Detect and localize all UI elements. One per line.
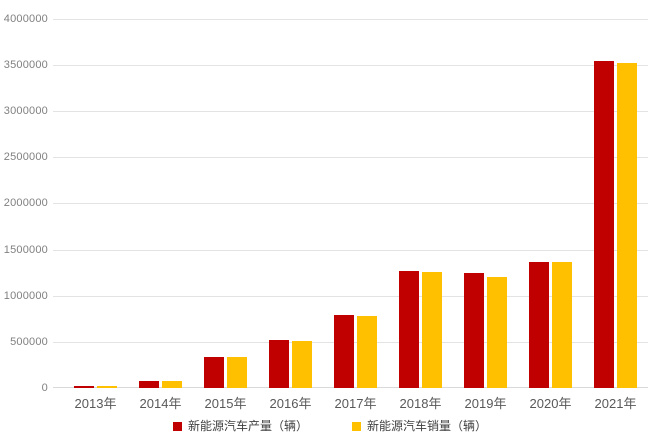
- bar-production-2016: [269, 340, 289, 388]
- x-tick-label-2019: 2019年: [464, 396, 507, 411]
- y-tick-label-0: 0: [41, 382, 48, 394]
- bar-sales-2013: [97, 386, 117, 388]
- x-axis: 2013年 2014年 2015年 2016年 2017年 2018年 2019年 2020年…: [63, 393, 648, 412]
- bar-group-2019: [453, 19, 518, 388]
- bar-sales-2014: [162, 381, 182, 388]
- x-tick-label-2016: 2016年: [269, 396, 312, 411]
- legend-marker-sales-icon: [352, 421, 361, 431]
- gridline-1500000: [53, 250, 648, 251]
- gridline-2000000: [53, 203, 648, 204]
- legend-marker-production-icon: [172, 421, 182, 431]
- y-tick-label-2500000: 2500000: [3, 151, 48, 163]
- gridline-2500000: [53, 157, 648, 158]
- x-tick-label-2017: 2017年: [334, 396, 377, 411]
- bar-group-2014: [128, 19, 193, 388]
- bar-sales-2018: [422, 272, 442, 388]
- bar-group-2021: [583, 19, 648, 388]
- bar-sales-2015: [227, 357, 247, 388]
- y-tick-label-500000: 500000: [10, 336, 48, 348]
- bar-sales-2017: [357, 316, 377, 388]
- y-tick-label-1500000: 1500000: [3, 244, 48, 256]
- legend-label-production: 新能源汽车产量（辆）: [187, 419, 308, 433]
- gridline-1000000: [53, 296, 648, 297]
- y-tick-label-3500000: 3500000: [3, 59, 48, 71]
- bar-group-2016: [258, 19, 323, 388]
- bar-group-2017: [323, 19, 388, 388]
- x-tick-label-2015: 2015年: [204, 396, 247, 411]
- plot-area: [53, 19, 648, 388]
- legend-item-production: 新能源汽车产量（辆）: [172, 418, 308, 434]
- y-tick-label-3000000: 3000000: [3, 105, 48, 117]
- y-tick-label-1000000: 1000000: [3, 290, 48, 302]
- gridline-4000000: [53, 19, 648, 20]
- bar-group-2015: [193, 19, 258, 388]
- bar-production-2015: [204, 357, 224, 388]
- x-tick-label-2021: 2021年: [594, 396, 637, 411]
- bar-group-2018: [388, 19, 453, 388]
- bar-sales-2020: [552, 262, 572, 388]
- bar-production-2013: [74, 386, 94, 388]
- bar-production-2019: [464, 273, 484, 388]
- bar-groups: [63, 19, 648, 388]
- bar-sales-2019: [487, 277, 507, 388]
- x-tick-label-2018: 2018年: [399, 396, 442, 411]
- gridline-3500000: [53, 65, 648, 66]
- bar-sales-2016: [292, 341, 312, 388]
- bar-production-2018: [399, 271, 419, 388]
- bar-sales-2021: [617, 63, 637, 388]
- gridline-3000000: [53, 111, 648, 112]
- bar-production-2017: [334, 315, 354, 388]
- bar-production-2014: [139, 381, 159, 388]
- y-axis: 0 500000 1000000 1500000 2000000 2500000 30000…: [0, 0, 48, 446]
- y-tick-label-4000000: 4000000: [3, 13, 48, 25]
- bar-group-2013: [63, 19, 128, 388]
- y-tick-label-2000000: 2000000: [3, 197, 48, 209]
- x-tick-label-2013: 2013年: [74, 396, 117, 411]
- bar-production-2020: [529, 262, 549, 388]
- x-tick-label-2014: 2014年: [139, 396, 182, 411]
- legend-item-sales: 新能源汽车销量（辆）: [352, 418, 487, 434]
- x-tick-label-2020: 2020年: [529, 396, 572, 411]
- bar-production-2021: [594, 61, 614, 388]
- legend: 新能源汽车产量（辆） 新能源汽车销量（辆）: [0, 418, 660, 434]
- bar-group-2020: [518, 19, 583, 388]
- legend-label-sales: 新能源汽车销量（辆）: [367, 419, 488, 433]
